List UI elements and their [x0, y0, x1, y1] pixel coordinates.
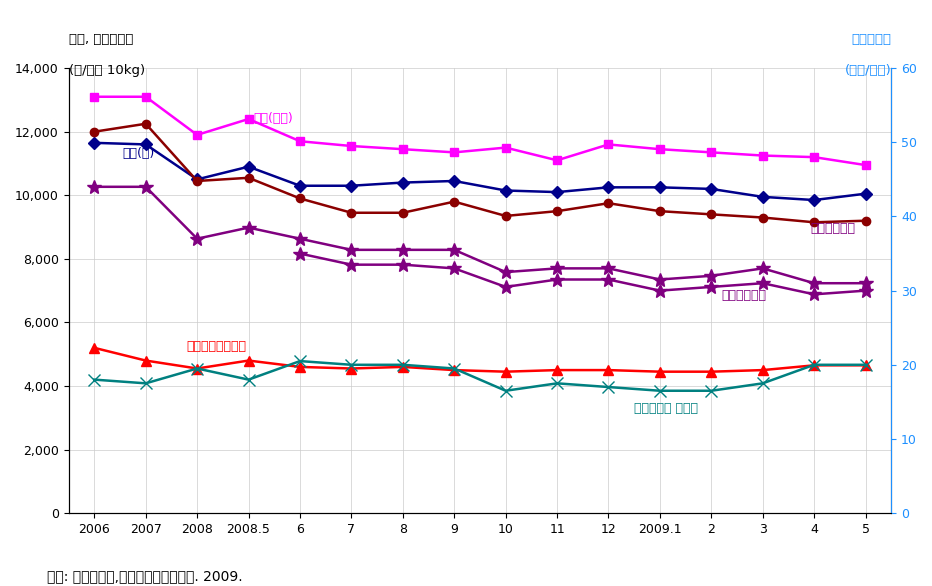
- Text: 화우암송아지: 화우암송아지: [721, 289, 767, 302]
- Text: 화우, 유용종수컷: 화우, 유용종수컷: [69, 33, 133, 46]
- Text: 화우(암): 화우(암): [123, 147, 155, 161]
- Text: 송아지가격: 송아지가격: [851, 33, 891, 46]
- Text: 화우슷송아지: 화우슷송아지: [810, 222, 856, 235]
- Text: (만엔/마리): (만엔/마리): [844, 64, 891, 77]
- Text: 유용종수컷비육우: 유용종수컷비육우: [186, 340, 247, 353]
- Text: (엔/생체 10kg): (엔/생체 10kg): [69, 64, 144, 77]
- Text: 홈스타인종 송아지: 홈스타인종 송아지: [634, 402, 698, 415]
- Text: 화우(거세): 화우(거세): [254, 113, 294, 125]
- Text: 자료: 농림수산성,「축산물유통통계」. 2009.: 자료: 농림수산성,「축산물유통통계」. 2009.: [47, 569, 242, 583]
